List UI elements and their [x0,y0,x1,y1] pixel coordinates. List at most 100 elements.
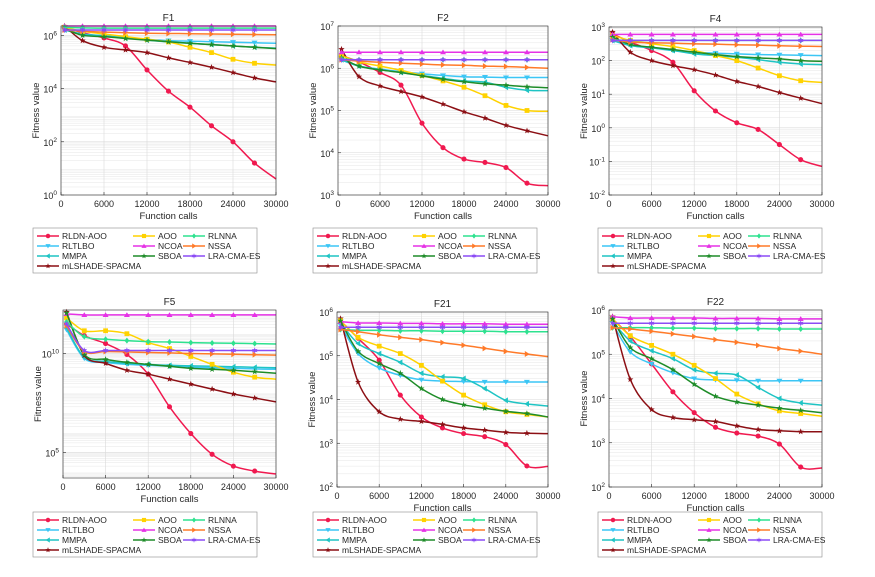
marker-triangle-up [503,49,509,55]
series-sboa [609,33,823,64]
legend-label: RLTLBO [627,241,660,251]
marker-triangle-up [421,243,427,248]
legend-item-rldn-aoo: RLDN-AOO [37,231,107,241]
legend-label: RLNNA [208,231,237,241]
marker-star [45,547,51,553]
x-tick-label: 0 [58,199,63,209]
marker-star [421,253,427,259]
marker-triangle-right [503,348,509,355]
marker-diamond [471,233,477,239]
legend-label: RLDN-AOO [62,231,107,241]
y-tick-label: 10-1 [589,156,605,167]
marker-star [439,100,447,107]
marker-star [145,370,152,377]
marker-square [734,391,740,397]
legend-label: MMPA [62,251,87,261]
marker-triangle-up [482,49,488,55]
marker-triangle-down [482,75,488,80]
marker-triangle-right [398,60,404,67]
marker-hexagram [481,324,488,331]
marker-square [798,78,804,84]
marker-hexagram [756,537,762,543]
marker-circle [144,67,150,73]
marker-triangle-left [418,370,424,377]
marker-hexagram [627,37,634,44]
marker-triangle-up [419,49,425,55]
marker-triangle-up [706,243,712,248]
y-tick-label: 105 [319,351,333,362]
marker-star [755,83,762,90]
marker-hexagram [398,56,404,64]
x-axis-label: Function calls [686,211,744,222]
series-lra-cma-es [63,320,276,354]
marker-triangle-right [692,333,697,340]
marker-triangle-left [397,359,403,366]
marker-hexagram [208,26,215,34]
axes-box [608,26,823,196]
marker-circle [482,434,488,440]
marker-star [648,406,655,413]
marker-hexagram [756,253,762,259]
marker-hexagram [609,37,616,44]
marker-circle [734,430,740,436]
marker-star [355,348,362,354]
legend-label: AOO [438,231,457,241]
marker-hexagram [460,324,467,331]
legend-item-lra-cma-es: LRA-CMA-ES [183,535,261,545]
legend-label: RLDN-AOO [342,231,387,241]
marker-triangle-up [648,31,655,37]
legend-item-nssa: NSSA [183,525,231,535]
legend-item-mmpa: MMPA [602,535,652,545]
marker-triangle-up [648,315,655,321]
legend-label: mLSHADE-SPACMA [342,545,422,555]
marker-star [502,429,509,435]
legend-item-ncoa: NCOA [698,241,748,251]
legend-label: mLSHADE-SPACMA [62,261,142,271]
marker-triangle-down [610,528,616,533]
chart-panel-f22: 0 6000 12000 18000 24000 30000 102 103 104 105 106… [579,297,835,558]
legend-label: NCOA [723,525,748,535]
chart-panel-f21: 0 6000 12000 18000 24000 30000 102 103 104 105 106… [307,299,561,558]
series-mlshade-spacma [338,45,549,137]
marker-triangle-up [460,321,467,326]
marker-triangle-right [419,336,425,343]
series-rlnna [338,326,548,335]
marker-square [482,402,488,408]
marker-triangle-right [187,30,193,37]
marker-triangle-down [376,365,383,371]
marker-hexagram [503,56,509,64]
legend-item-lra-cma-es: LRA-CMA-ES [463,251,541,261]
marker-triangle-up [502,321,509,327]
legend-label: RLNNA [773,515,802,525]
marker-star [733,53,740,60]
marker-circle [610,517,616,523]
y-tick-label: 103 [591,22,605,33]
marker-triangle-down [648,361,655,367]
marker-square [461,84,467,90]
marker-star [102,360,109,366]
marker-star [100,44,108,50]
marker-star [797,428,804,435]
marker-diamond [145,338,151,345]
marker-square [777,73,782,79]
marker-triangle-left [755,384,761,391]
series-ncoa [609,313,822,321]
marker-triangle-up [251,312,258,318]
marker-hexagram [461,56,467,64]
marker-star [460,108,468,115]
marker-diamond [103,336,108,343]
legend: RLDN-AOO AOO RLNNA RLTLBO NCOA NSSA MMPA SBOA LR… [597,227,826,274]
x-tick-label: 30000 [809,491,834,501]
marker-triangle-left [503,397,508,404]
legend-item-rltlbo: RLTLBO [317,241,375,251]
marker-star [755,54,762,61]
marker-hexagram [670,37,676,44]
x-tick-label: 24000 [220,199,245,209]
marker-star [230,390,237,397]
marker-circle [440,145,446,151]
marker-square [103,328,108,334]
marker-hexagram [251,347,258,354]
marker-square [670,351,676,357]
marker-star [502,408,509,414]
marker-triangle-up [669,31,676,37]
